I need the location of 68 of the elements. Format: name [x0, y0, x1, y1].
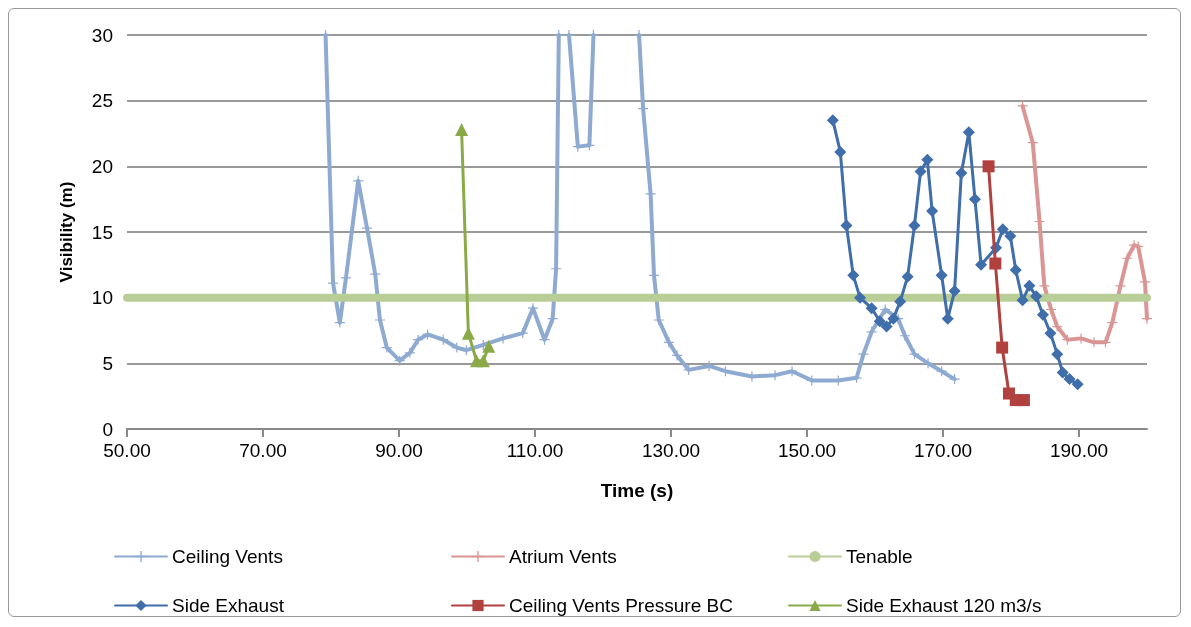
x-tick-label: 190.00: [1049, 440, 1109, 461]
y-tick-label: 5: [102, 352, 113, 374]
point: [1063, 373, 1076, 386]
point: [663, 337, 674, 348]
point: [476, 354, 490, 368]
point: [1056, 366, 1069, 379]
point: [921, 153, 934, 166]
point: [908, 219, 921, 232]
point: [854, 291, 867, 304]
point: [899, 330, 910, 341]
point: [455, 123, 469, 137]
point: [1017, 394, 1030, 407]
point: [968, 193, 981, 206]
point: [880, 320, 893, 333]
y-tick-label: 25: [91, 90, 113, 112]
legend-label: Atrium Vents: [509, 546, 617, 567]
y-tick-label: 15: [91, 221, 113, 243]
point: [826, 114, 839, 127]
point: [948, 285, 961, 298]
point: [914, 165, 927, 178]
x-tick-label: 70.00: [239, 440, 287, 461]
point: [461, 326, 475, 340]
y-tick-label: 30: [91, 24, 113, 46]
y-tick-label: 0: [102, 418, 113, 440]
legend-label: Ceiling Vents Pressure BC: [509, 595, 733, 616]
x-tick-label: 50.00: [103, 440, 151, 461]
point: [865, 302, 878, 315]
point: [1009, 264, 1022, 277]
point: [834, 145, 847, 158]
point: [901, 270, 914, 283]
point: [955, 166, 968, 179]
y-axis-title: Visibility (m): [57, 181, 76, 283]
x-tick-label: 170.00: [913, 440, 973, 461]
point: [787, 366, 798, 377]
point: [840, 219, 853, 232]
point: [894, 295, 907, 308]
point: [1051, 348, 1064, 361]
point: [949, 374, 960, 385]
legend-label: Tenable: [846, 546, 913, 567]
point: [975, 258, 988, 271]
x-tick-label: 130.00: [641, 440, 701, 461]
legend-label: Ceiling Vents: [172, 546, 283, 567]
point: [887, 312, 900, 325]
legend-label: Side Exhaust 120 m3/s: [846, 595, 1042, 616]
point: [1071, 378, 1084, 391]
point: [923, 358, 934, 369]
point: [989, 257, 1002, 270]
point: [996, 223, 1009, 236]
point: [1016, 294, 1029, 307]
point: [982, 160, 995, 173]
y-tick-label: 20: [91, 155, 113, 177]
point: [413, 334, 424, 345]
point: [1004, 229, 1017, 242]
y-tick-label: 10: [91, 287, 113, 309]
x-axis-title: Time (s): [600, 480, 674, 501]
x-tick-label: 150.00: [777, 440, 837, 461]
legend-label: Side Exhaust: [172, 595, 285, 616]
point: [1044, 327, 1057, 340]
x-tick-label: 90.00: [375, 440, 423, 461]
point: [482, 339, 496, 353]
x-tick-label: 110.00: [506, 440, 564, 461]
point: [935, 269, 948, 282]
point: [847, 269, 860, 282]
point: [1023, 279, 1036, 292]
point: [1036, 308, 1049, 321]
point: [873, 315, 886, 328]
point: [1030, 290, 1043, 303]
point: [996, 341, 1009, 354]
